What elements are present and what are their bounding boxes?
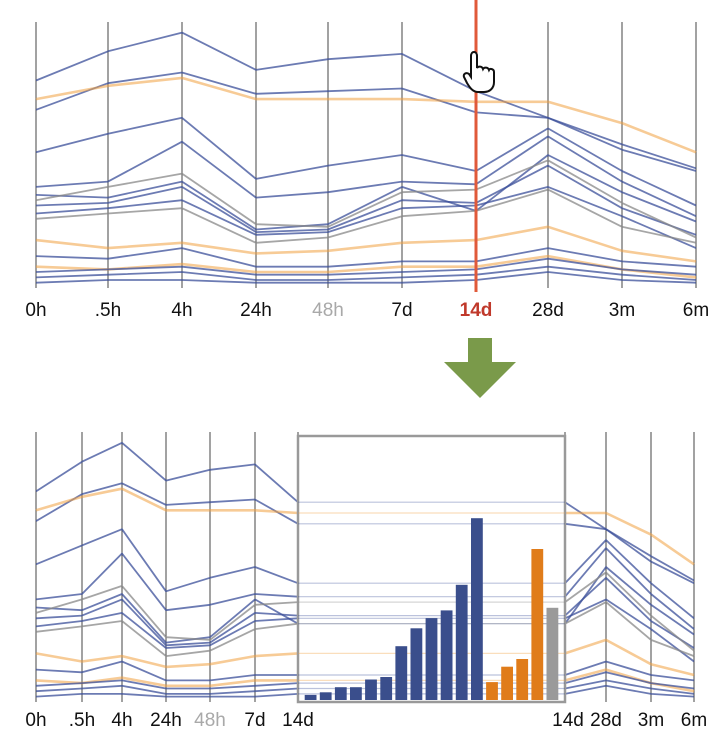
histogram-bar bbox=[365, 679, 377, 700]
series-line-9 bbox=[35, 620, 299, 657]
series-line-6 bbox=[35, 164, 697, 236]
histogram-bar bbox=[425, 618, 438, 700]
series-line-5 bbox=[564, 566, 695, 636]
series-line-9 bbox=[35, 188, 697, 244]
series-line-10 bbox=[35, 487, 299, 515]
axis-tick-label: 7d bbox=[244, 710, 265, 731]
histogram-bar bbox=[410, 628, 423, 700]
series-line-8 bbox=[35, 159, 697, 239]
series-line-3 bbox=[564, 539, 695, 619]
series-line-5 bbox=[35, 593, 299, 644]
series-line-12 bbox=[35, 254, 697, 279]
series-line-1 bbox=[35, 31, 697, 170]
series-line-12 bbox=[35, 676, 298, 688]
series-line-10 bbox=[565, 511, 695, 566]
series-line-16 bbox=[35, 693, 299, 698]
series-line-14 bbox=[35, 679, 299, 690]
series-line-11 bbox=[564, 638, 695, 677]
series-line-3 bbox=[35, 116, 697, 207]
axis-tick-label: 14d bbox=[460, 300, 493, 321]
axis-tick-label: 3m bbox=[638, 710, 664, 731]
axis-tick-label: 0h bbox=[25, 710, 46, 731]
bottom-parallel-coordinates-panel: 0h .5h 4h 24h 48h 7d 14d 14d 28d 3m 6m bbox=[25, 432, 707, 731]
series-line-14 bbox=[35, 257, 697, 276]
series-line-11 bbox=[35, 225, 697, 263]
histogram-bar bbox=[395, 646, 408, 700]
series-line-13 bbox=[35, 247, 697, 268]
series-line-15 bbox=[35, 265, 697, 281]
series-line-10 bbox=[35, 76, 697, 154]
histogram-bar bbox=[350, 687, 362, 700]
series-line-1 bbox=[564, 501, 695, 582]
axis-tick-label: 48h bbox=[312, 300, 344, 321]
axis-tick-label: 0h bbox=[25, 300, 46, 321]
series-line-3 bbox=[35, 528, 299, 593]
histogram-bar bbox=[440, 610, 453, 700]
histogram-bar bbox=[319, 692, 332, 700]
series-line-2 bbox=[564, 522, 695, 585]
axis-tick-label: 4h bbox=[171, 300, 192, 321]
histogram-bar bbox=[501, 666, 513, 700]
series-line-6 bbox=[35, 598, 299, 647]
histogram-bar bbox=[304, 694, 317, 700]
series-line-11 bbox=[35, 652, 299, 669]
axis-tick-label: 14d bbox=[552, 710, 584, 731]
axis-tick-label: 28d bbox=[532, 300, 564, 321]
histogram-bar bbox=[380, 677, 393, 700]
axis-tick-label: 14d bbox=[282, 710, 314, 731]
top-parallel-coordinates-panel: 0h .5h 4h 24h 48h 7d 14d 28d 3m 6m bbox=[25, 0, 709, 321]
axis-tick-label: 48h bbox=[194, 710, 226, 731]
series-line-1 bbox=[35, 441, 299, 503]
axis-tick-label: .5h bbox=[95, 300, 121, 321]
axis-tick-label: 24h bbox=[150, 710, 182, 731]
series-line-16 bbox=[35, 271, 697, 284]
series-line-7 bbox=[564, 598, 695, 663]
series-line-8 bbox=[564, 571, 695, 652]
hand-pointer-icon bbox=[462, 50, 495, 93]
histogram-bar bbox=[471, 518, 483, 700]
axis-tick-label: 6m bbox=[681, 710, 707, 731]
axis-tick-label: .5h bbox=[69, 710, 95, 731]
axis-tick-label: 6m bbox=[683, 300, 709, 321]
axis-tick-label: 3m bbox=[609, 300, 635, 321]
series-line-2 bbox=[35, 482, 299, 525]
series-line-15 bbox=[35, 684, 299, 695]
histogram-bar bbox=[546, 607, 559, 700]
series-line-9 bbox=[564, 601, 695, 657]
series-line-7 bbox=[35, 185, 697, 249]
histogram-bar bbox=[516, 659, 529, 700]
series-line-13 bbox=[564, 660, 695, 682]
series-line-4 bbox=[564, 547, 695, 630]
series-line-16 bbox=[564, 684, 695, 698]
axis-tick-label: 28d bbox=[590, 710, 622, 731]
histogram-bar bbox=[486, 682, 498, 700]
histogram-bar bbox=[455, 584, 468, 700]
axis-tick-label: 4h bbox=[111, 710, 132, 731]
series-line-4 bbox=[35, 552, 299, 612]
series-line-12 bbox=[564, 668, 695, 693]
series-line-8 bbox=[35, 585, 299, 641]
series-line-6 bbox=[564, 576, 695, 649]
series-line-5 bbox=[35, 154, 697, 231]
series-line-7 bbox=[35, 612, 299, 649]
histogram-bar bbox=[531, 549, 544, 700]
series-line-13 bbox=[35, 660, 298, 682]
axis-tick-label: 7d bbox=[391, 300, 412, 321]
series-line-4 bbox=[35, 135, 697, 218]
down-arrow-icon bbox=[444, 338, 516, 398]
series-line-14 bbox=[564, 671, 695, 690]
histogram-bar bbox=[334, 687, 347, 700]
axis-tick-label: 24h bbox=[240, 300, 272, 321]
series-line-2 bbox=[35, 71, 697, 172]
series-line-15 bbox=[564, 679, 695, 695]
